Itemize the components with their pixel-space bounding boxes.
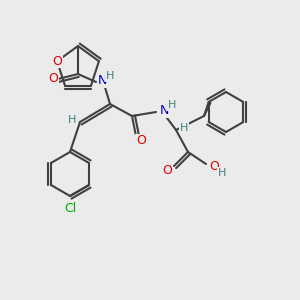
Text: Cl: Cl [64,202,76,214]
Text: O: O [136,134,146,148]
Text: N: N [159,104,169,118]
Text: H: H [106,71,114,81]
Text: H: H [68,115,76,125]
Text: N: N [97,74,107,88]
Text: O: O [48,73,58,85]
Text: O: O [52,55,62,68]
Text: H: H [180,123,188,133]
Text: H: H [218,168,226,178]
Text: O: O [162,164,172,178]
Text: O: O [209,160,219,172]
Text: H: H [168,100,176,110]
